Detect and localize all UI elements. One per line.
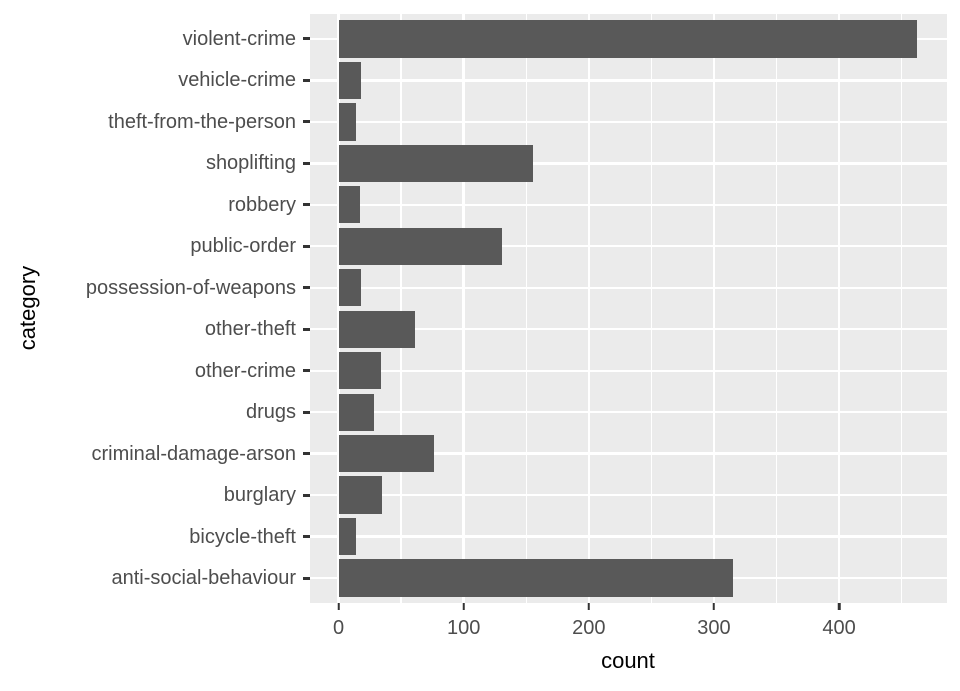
y-tick-theft-from-the-person bbox=[303, 120, 310, 124]
gridline-major-y-burglary bbox=[310, 493, 947, 497]
gridline-minor-x-250 bbox=[650, 14, 653, 603]
gridline-minor-x-50 bbox=[400, 14, 402, 603]
y-tick-vehicle-crime bbox=[303, 78, 310, 82]
x-tick-label-200: 200 bbox=[572, 617, 606, 639]
x-tick-300 bbox=[712, 603, 716, 610]
y-tick-drugs bbox=[303, 410, 310, 414]
gridline-major-x-300 bbox=[712, 14, 716, 603]
gridline-major-y-other-theft bbox=[310, 328, 947, 331]
y-tick-criminal-damage-arson bbox=[303, 452, 310, 456]
y-tick-label-burglary: burglary bbox=[223, 484, 296, 507]
x-tick-200 bbox=[587, 603, 591, 610]
bar-anti-social-behaviour bbox=[338, 559, 733, 597]
gridline-major-y-shoplifting bbox=[310, 162, 947, 165]
gridline-minor-x-350 bbox=[775, 14, 778, 603]
bar-other-theft bbox=[338, 310, 415, 348]
gridline-major-y-theft-from-the-person bbox=[310, 120, 947, 124]
y-tick-other-crime bbox=[303, 369, 310, 373]
bar-possession-of-weapons bbox=[338, 269, 362, 307]
gridline-major-x-100 bbox=[462, 14, 465, 603]
gridline-major-y-criminal-damage-arson bbox=[310, 452, 947, 455]
gridline-major-y-drugs bbox=[310, 410, 947, 414]
x-axis-title: count bbox=[601, 648, 655, 673]
x-tick-label-0: 0 bbox=[332, 617, 345, 639]
y-tick-label-shoplifting: shoplifting bbox=[205, 152, 296, 175]
x-tick-label-300: 300 bbox=[697, 617, 731, 639]
y-tick-public-order bbox=[303, 244, 310, 248]
gridline-major-x-200 bbox=[587, 14, 591, 603]
bar-shoplifting bbox=[338, 144, 533, 182]
bar-theft-from-the-person bbox=[338, 103, 357, 141]
gridline-major-y-public-order bbox=[310, 245, 947, 248]
y-tick-label-vehicle-crime: vehicle-crime bbox=[178, 69, 296, 92]
y-tick-shoplifting bbox=[303, 161, 310, 165]
y-tick-label-violent-crime: violent-crime bbox=[182, 27, 296, 50]
y-tick-label-other-crime: other-crime bbox=[194, 359, 296, 382]
x-tick-label-400: 400 bbox=[822, 617, 856, 639]
bar-burglary bbox=[338, 476, 383, 514]
y-tick-anti-social-behaviour bbox=[303, 576, 310, 580]
y-tick-robbery bbox=[303, 203, 310, 207]
y-tick-label-criminal-damage-arson: criminal-damage-arson bbox=[91, 442, 296, 465]
gridline-minor-x-150 bbox=[525, 14, 527, 603]
bar-public-order bbox=[338, 227, 503, 265]
y-tick-label-possession-of-weapons: possession-of-weapons bbox=[85, 276, 296, 299]
y-tick-burglary bbox=[303, 493, 310, 497]
y-tick-label-theft-from-the-person: theft-from-the-person bbox=[108, 110, 296, 133]
gridline-major-x-0 bbox=[337, 14, 340, 603]
bar-bicycle-theft bbox=[338, 517, 357, 556]
gridline-major-y-vehicle-crime bbox=[310, 79, 947, 82]
bar-drugs bbox=[338, 393, 374, 431]
x-tick-label-100: 100 bbox=[446, 617, 481, 639]
y-tick-other-theft bbox=[303, 327, 310, 331]
y-tick-possession-of-weapons bbox=[303, 286, 310, 290]
bar-criminal-damage-arson bbox=[338, 435, 434, 473]
y-tick-label-bicycle-theft: bicycle-theft bbox=[189, 525, 296, 548]
x-tick-0 bbox=[337, 603, 340, 610]
bar-other-crime bbox=[338, 352, 382, 390]
y-axis-title: category bbox=[15, 265, 40, 351]
y-tick-label-drugs: drugs bbox=[245, 401, 296, 424]
gridline-major-y-robbery bbox=[310, 203, 947, 206]
gridline-minor-x-450 bbox=[901, 14, 903, 603]
y-tick-label-public-order: public-order bbox=[190, 235, 296, 258]
bar-violent-crime bbox=[338, 20, 917, 58]
bar-vehicle-crime bbox=[338, 61, 362, 100]
x-tick-400 bbox=[837, 603, 841, 610]
y-tick-label-anti-social-behaviour: anti-social-behaviour bbox=[111, 567, 296, 590]
bar-robbery bbox=[338, 186, 360, 224]
y-tick-label-other-theft: other-theft bbox=[204, 318, 296, 341]
y-tick-bicycle-theft bbox=[303, 535, 310, 539]
gridline-major-y-possession-of-weapons bbox=[310, 286, 947, 289]
gridline-major-y-other-crime bbox=[310, 369, 947, 372]
gridline-major-y-bicycle-theft bbox=[310, 535, 947, 538]
y-tick-label-robbery: robbery bbox=[228, 193, 296, 216]
y-tick-violent-crime bbox=[303, 37, 310, 41]
gridline-major-x-400 bbox=[837, 14, 841, 603]
x-tick-100 bbox=[462, 603, 465, 610]
plot-panel bbox=[310, 14, 947, 603]
